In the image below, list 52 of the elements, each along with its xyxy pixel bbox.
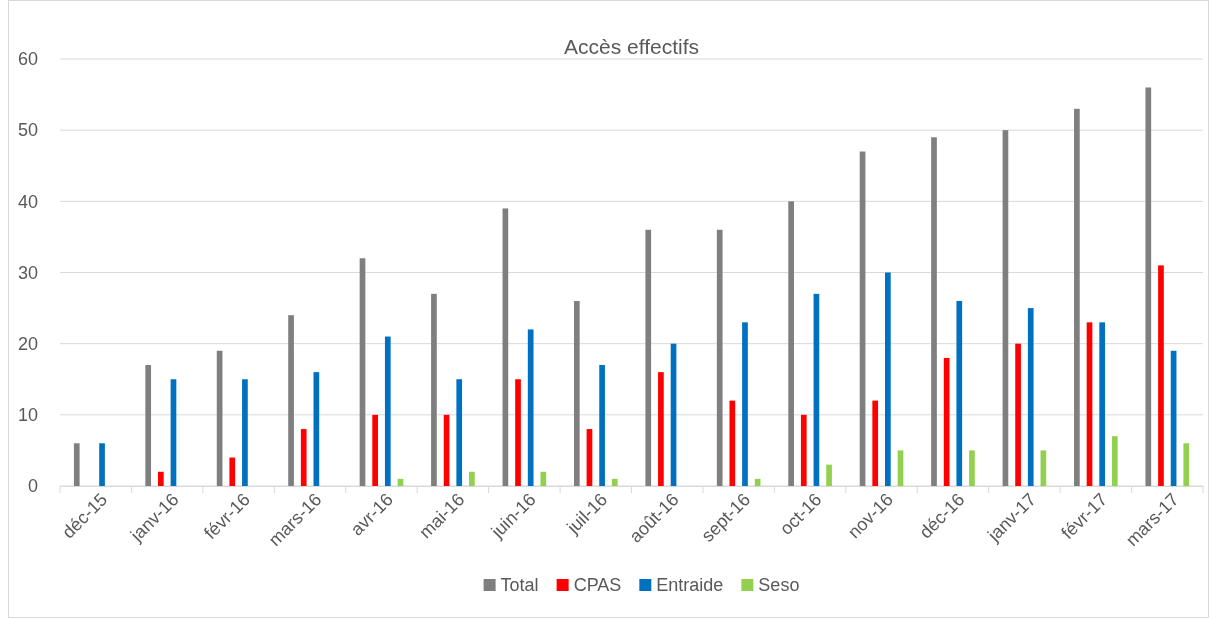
- bar: [300, 429, 307, 486]
- chart-title: Accès effectifs: [563, 35, 700, 58]
- bar: [788, 201, 794, 486]
- bar: [73, 443, 80, 486]
- bar: [599, 365, 605, 486]
- y-tick-label: 20: [17, 333, 38, 354]
- bar: [885, 272, 891, 486]
- bar: [469, 471, 475, 486]
- bar: [372, 414, 378, 486]
- y-tick-label: 60: [17, 49, 38, 70]
- legend-label: Entraide: [656, 575, 724, 596]
- bar: [527, 329, 534, 486]
- bar: [872, 400, 879, 486]
- bar: [384, 336, 391, 486]
- y-tick-label: 0: [27, 476, 38, 497]
- y-tick-label: 40: [17, 191, 38, 212]
- legend-label: Total: [500, 575, 539, 596]
- legend-label: Seso: [758, 575, 800, 596]
- bar: [956, 300, 963, 486]
- bar: [431, 293, 437, 486]
- bar: [658, 372, 664, 486]
- bar: [931, 137, 937, 486]
- bar: [1111, 436, 1118, 486]
- bar: [145, 365, 152, 486]
- bar: [242, 379, 248, 486]
- bar: [515, 379, 521, 486]
- bar: [99, 443, 105, 486]
- y-tick-label: 10: [17, 405, 38, 426]
- bar: [611, 478, 618, 486]
- bar: [969, 450, 975, 486]
- bar: [1027, 308, 1034, 486]
- bar: [1158, 265, 1164, 486]
- bar: [1183, 443, 1190, 486]
- bar: [1015, 343, 1021, 486]
- y-tick-label: 50: [17, 120, 38, 141]
- bar: [729, 400, 736, 486]
- bar: [157, 471, 164, 486]
- bar: [288, 315, 294, 486]
- bar: [645, 229, 652, 486]
- bar: [1074, 108, 1080, 486]
- bar: [229, 457, 236, 486]
- bar: [1099, 322, 1106, 486]
- bar: [826, 464, 832, 486]
- y-tick-label: 30: [17, 262, 38, 283]
- bar: [742, 322, 748, 486]
- legend-label: CPAS: [573, 575, 622, 596]
- bar: [800, 414, 807, 486]
- bar: [456, 379, 463, 486]
- bar: [540, 471, 547, 486]
- bar: [1145, 87, 1152, 486]
- bar: [716, 229, 723, 486]
- bar: [573, 300, 580, 486]
